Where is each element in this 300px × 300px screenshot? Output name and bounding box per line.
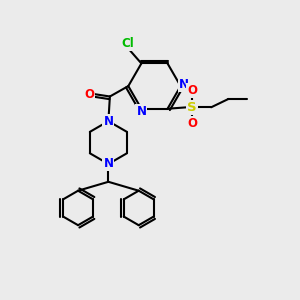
Text: O: O bbox=[187, 84, 197, 97]
Text: O: O bbox=[187, 117, 197, 130]
Text: N: N bbox=[179, 78, 189, 91]
Text: N: N bbox=[103, 158, 113, 170]
Text: S: S bbox=[187, 101, 197, 114]
Text: O: O bbox=[84, 88, 94, 100]
Text: Cl: Cl bbox=[121, 37, 134, 50]
Text: N: N bbox=[103, 115, 113, 128]
Text: N: N bbox=[136, 105, 146, 118]
